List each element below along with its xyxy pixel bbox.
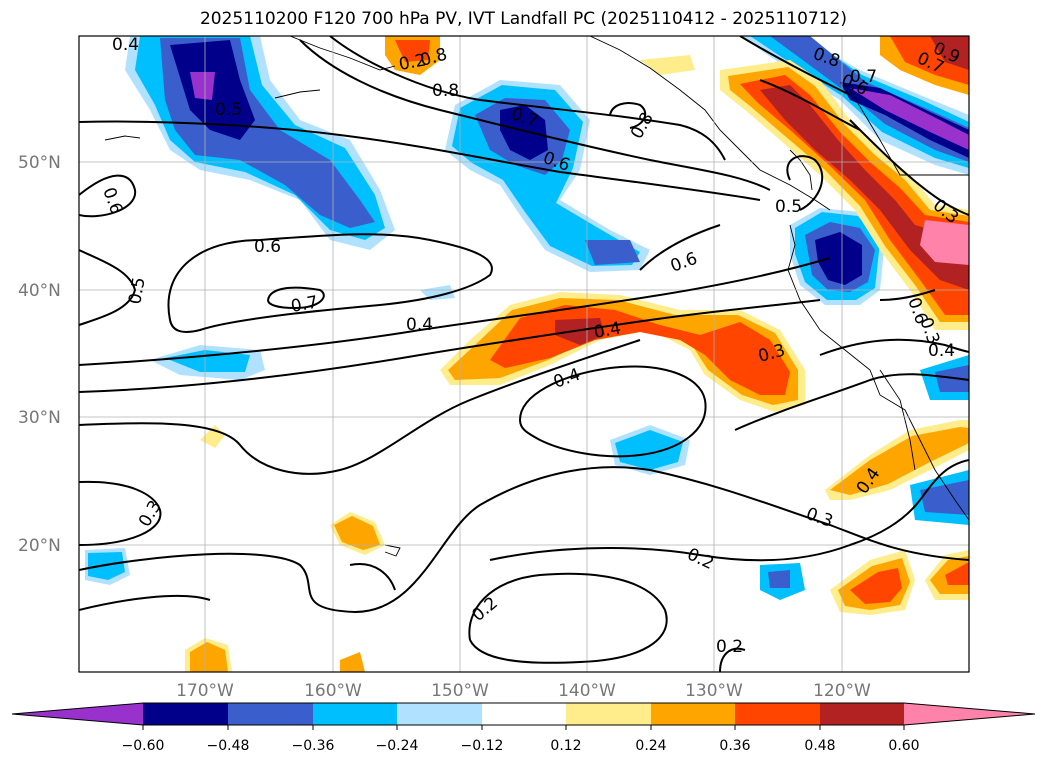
ivt-contour (79, 466, 969, 614)
contour-label: 0.8 (627, 109, 658, 142)
ivt-contour (819, 338, 969, 356)
colorbar-tick-label: −0.48 (207, 738, 250, 754)
colorbar-tick-label: −0.36 (292, 738, 335, 754)
lon-label-120w: 120°W (813, 681, 871, 701)
ivt-contour (609, 102, 647, 129)
ivt-contour (79, 120, 761, 201)
contour-label: 0.2 (397, 51, 427, 75)
ivt-contour (299, 39, 771, 191)
colorbar-segment (651, 703, 735, 725)
colorbar-tick-label: −0.12 (461, 738, 504, 754)
ivt-contour (79, 594, 211, 611)
gridlines (79, 36, 969, 672)
colorbar-segment (313, 703, 397, 725)
map-title: 2025110200 F120 700 hPa PV, IVT Landfall… (199, 9, 847, 29)
ivt-contour (639, 224, 721, 271)
colorbar-segment (143, 703, 228, 725)
lat-label-50n: 50°N (18, 153, 61, 173)
ivt-contour-layer (79, 36, 969, 672)
contour-label: 0.5 (775, 197, 802, 217)
ivt-contour (349, 563, 396, 591)
negative-anomaly-nw (125, 36, 395, 250)
contour-label: 0.4 (928, 341, 955, 361)
contour-label: 0.6 (668, 249, 700, 277)
colorbar-tick-label: 0.24 (635, 738, 666, 754)
ivt-contour (167, 233, 493, 333)
lon-label-140w: 140°W (558, 681, 616, 701)
ivt-contour (79, 249, 137, 326)
contour-label: 0.7 (289, 293, 319, 317)
colorbar-segment (228, 703, 313, 725)
lon-label-170w: 170°W (176, 681, 234, 701)
contour-label: 0.2 (716, 637, 743, 657)
ivt-contour (79, 339, 641, 475)
contour-label: 0.2 (684, 544, 717, 574)
ivt-contour (468, 572, 668, 664)
negative-anomaly-central (445, 80, 650, 272)
contour-label: 0.5 (215, 100, 242, 120)
negative-anomaly-coast (790, 208, 969, 525)
ivt-contour (879, 289, 936, 301)
colorbar-tick-label: 0.12 (550, 738, 581, 754)
colorbar-extend-low (12, 703, 143, 725)
plot-frame (78, 35, 970, 673)
ivt-contour (519, 365, 707, 458)
ivt-contour (759, 79, 861, 131)
colorbar-segment (566, 703, 651, 725)
contour-label: 0.6 (98, 185, 126, 217)
positive-anomaly-ne (720, 36, 969, 330)
contour-label: 0.3 (135, 497, 166, 530)
colorbar-tick-label: 0.60 (888, 738, 919, 754)
positive-anomaly-south (185, 420, 969, 672)
colorbar-tick-label: 0.48 (804, 738, 835, 754)
contour-label: 0.4 (406, 315, 433, 335)
colorbar-segment (820, 703, 904, 725)
ivt-contour (786, 155, 824, 211)
colorbar-tick-label: −0.24 (376, 738, 419, 754)
contour-label: 0.2 (468, 593, 502, 626)
lat-label-30n: 30°N (18, 408, 61, 428)
contour-label: 0.6 (254, 237, 281, 257)
ivt-contour (719, 647, 746, 672)
colorbar-segment (397, 703, 482, 725)
ivt-contour (489, 459, 969, 562)
contour-label: 0.7 (850, 67, 877, 87)
ivt-contour (734, 373, 969, 431)
latitude-labels: 50°N 40°N 30°N 20°N (18, 153, 61, 556)
contour-label: 0.4 (592, 319, 622, 343)
shaded-field-layer (85, 36, 969, 672)
lon-label-130w: 130°W (685, 681, 743, 701)
ivt-contour (79, 299, 821, 393)
colorbar-segment (735, 703, 820, 725)
ivt-contour (849, 119, 969, 216)
ivt-contour (79, 257, 831, 366)
colorbar-tick-label: −0.60 (122, 738, 165, 754)
lat-label-20n: 20°N (18, 536, 61, 556)
longitude-labels: 170°W 160°W 150°W 140°W 130°W 120°W (176, 681, 871, 701)
contour-label: 0.3 (803, 504, 835, 532)
colorbar: −0.60 −0.48 −0.36 −0.24 −0.12 0.12 0.24 … (11, 702, 1036, 754)
colorbar-segment (482, 703, 566, 725)
contour-label: 0.8 (432, 81, 459, 101)
contour-label: 0.5 (125, 276, 149, 306)
ivt-contour (329, 36, 726, 161)
ivt-contour (739, 36, 851, 96)
lon-label-150w: 150°W (431, 681, 489, 701)
ivt-contour (79, 174, 137, 218)
colorbar-tick-label: 0.36 (719, 738, 750, 754)
colorbar-extend-high (904, 703, 1035, 725)
lat-label-40n: 40°N (18, 281, 61, 301)
contour-label: 0.4 (112, 35, 139, 55)
ivt-contour (79, 480, 162, 546)
lon-label-160w: 160°W (304, 681, 362, 701)
ivt-contour (267, 286, 325, 310)
colorbar-ticks (142, 725, 905, 730)
